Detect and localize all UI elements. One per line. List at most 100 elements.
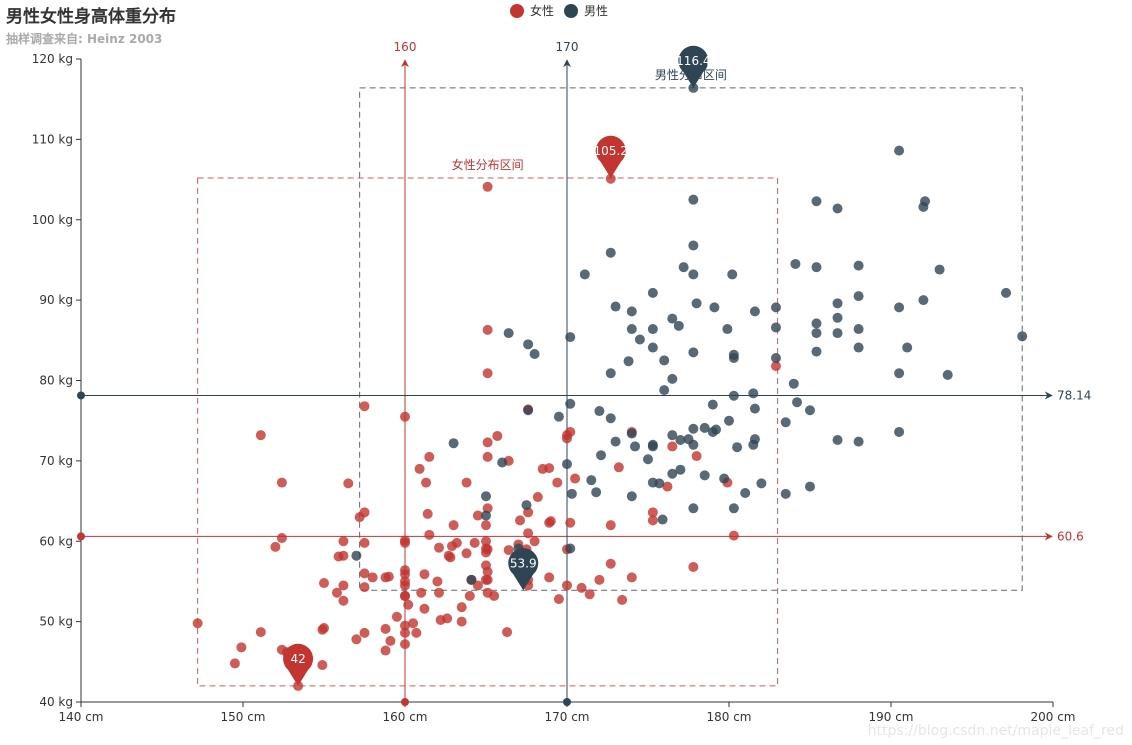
male-data-point[interactable] xyxy=(709,302,720,313)
female-data-point[interactable] xyxy=(422,508,433,519)
male-data-point[interactable] xyxy=(832,328,843,339)
male-data-point[interactable] xyxy=(832,312,843,323)
female-data-point[interactable] xyxy=(414,463,425,474)
male-data-point[interactable] xyxy=(748,439,759,450)
male-data-point[interactable] xyxy=(654,478,665,489)
female-data-point[interactable] xyxy=(229,658,240,669)
male-data-point[interactable] xyxy=(688,240,699,251)
male-data-point[interactable] xyxy=(780,417,791,428)
male-data-point[interactable] xyxy=(688,347,699,358)
male-data-point[interactable] xyxy=(523,339,534,350)
male-data-point[interactable] xyxy=(748,388,759,399)
female-data-point[interactable] xyxy=(319,578,329,589)
female-data-point[interactable] xyxy=(570,473,581,484)
male-data-point[interactable] xyxy=(351,550,362,561)
female-data-point[interactable] xyxy=(464,590,475,601)
male-data-point[interactable] xyxy=(626,491,637,502)
male-data-point[interactable] xyxy=(605,247,616,258)
male-data-point[interactable] xyxy=(728,352,739,363)
female-data-point[interactable] xyxy=(482,368,493,379)
male-data-point[interactable] xyxy=(853,324,864,335)
male-data-point[interactable] xyxy=(647,287,658,298)
female-data-point[interactable] xyxy=(691,451,702,462)
male-data-point[interactable] xyxy=(623,356,634,367)
male-data-point[interactable] xyxy=(894,426,905,437)
male-data-point[interactable] xyxy=(691,298,702,309)
male-data-point[interactable] xyxy=(647,324,658,335)
male-data-point[interactable] xyxy=(699,470,710,481)
male-data-point[interactable] xyxy=(605,413,616,424)
male-data-point[interactable] xyxy=(770,352,781,363)
female-data-point[interactable] xyxy=(502,627,513,638)
male-data-point[interactable] xyxy=(920,196,931,207)
male-data-point[interactable] xyxy=(732,442,743,453)
female-data-point[interactable] xyxy=(359,507,370,518)
female-data-point[interactable] xyxy=(331,587,342,598)
female-data-point[interactable] xyxy=(434,542,445,553)
male-data-point[interactable] xyxy=(667,430,678,441)
male-data-point[interactable] xyxy=(832,434,843,445)
female-data-point[interactable] xyxy=(482,451,493,462)
female-data-point[interactable] xyxy=(359,568,370,579)
female-data-point[interactable] xyxy=(553,594,564,605)
male-data-point[interactable] xyxy=(788,378,799,389)
male-data-point[interactable] xyxy=(780,488,791,499)
male-data-point[interactable] xyxy=(756,478,767,489)
male-data-point[interactable] xyxy=(647,342,658,353)
male-data-point[interactable] xyxy=(481,491,491,502)
male-data-point[interactable] xyxy=(675,434,686,445)
male-data-point[interactable] xyxy=(678,262,689,273)
male-data-point[interactable] xyxy=(634,334,645,345)
male-data-point[interactable] xyxy=(497,457,508,468)
female-data-point[interactable] xyxy=(359,537,370,548)
female-data-point[interactable] xyxy=(456,602,467,613)
female-data-point[interactable] xyxy=(565,517,576,528)
female-data-point[interactable] xyxy=(532,492,543,503)
female-data-point[interactable] xyxy=(529,536,540,547)
female-data-point[interactable] xyxy=(562,580,572,591)
male-data-point[interactable] xyxy=(448,438,459,449)
male-data-point[interactable] xyxy=(529,348,540,359)
male-data-point[interactable] xyxy=(521,500,532,511)
male-data-point[interactable] xyxy=(749,403,760,414)
male-data-point[interactable] xyxy=(894,145,905,156)
female-data-point[interactable] xyxy=(319,623,329,634)
male-data-point[interactable] xyxy=(711,424,722,435)
female-data-point[interactable] xyxy=(400,620,410,631)
female-data-point[interactable] xyxy=(482,324,493,335)
male-data-point[interactable] xyxy=(675,464,686,475)
female-data-point[interactable] xyxy=(400,627,410,638)
female-data-point[interactable] xyxy=(192,618,203,629)
female-data-point[interactable] xyxy=(367,572,378,583)
female-data-point[interactable] xyxy=(770,361,781,372)
female-data-point[interactable] xyxy=(482,437,493,448)
female-data-point[interactable] xyxy=(647,507,658,518)
male-data-point[interactable] xyxy=(566,488,577,499)
male-data-point[interactable] xyxy=(728,390,739,401)
female-data-point[interactable] xyxy=(351,634,362,645)
male-data-point[interactable] xyxy=(749,306,760,317)
female-data-point[interactable] xyxy=(617,594,628,605)
female-data-point[interactable] xyxy=(419,603,430,614)
female-data-point[interactable] xyxy=(421,477,432,488)
female-data-point[interactable] xyxy=(424,529,435,540)
female-data-point[interactable] xyxy=(385,635,396,646)
male-data-point[interactable] xyxy=(811,346,822,357)
female-data-point[interactable] xyxy=(270,541,281,552)
female-data-point[interactable] xyxy=(408,618,419,629)
male-data-point[interactable] xyxy=(683,434,694,445)
female-data-point[interactable] xyxy=(545,516,556,527)
male-data-point[interactable] xyxy=(707,399,718,410)
male-data-point[interactable] xyxy=(553,411,564,422)
female-data-point[interactable] xyxy=(448,520,459,531)
female-data-point[interactable] xyxy=(442,613,453,624)
male-data-point[interactable] xyxy=(805,405,815,416)
female-data-point[interactable] xyxy=(400,580,410,591)
male-data-point[interactable] xyxy=(688,269,699,280)
female-data-point[interactable] xyxy=(419,569,430,580)
male-data-point[interactable] xyxy=(610,436,621,447)
female-data-point[interactable] xyxy=(317,660,328,671)
female-data-point[interactable] xyxy=(584,589,595,600)
male-data-point[interactable] xyxy=(647,439,658,450)
male-data-point[interactable] xyxy=(481,510,491,521)
